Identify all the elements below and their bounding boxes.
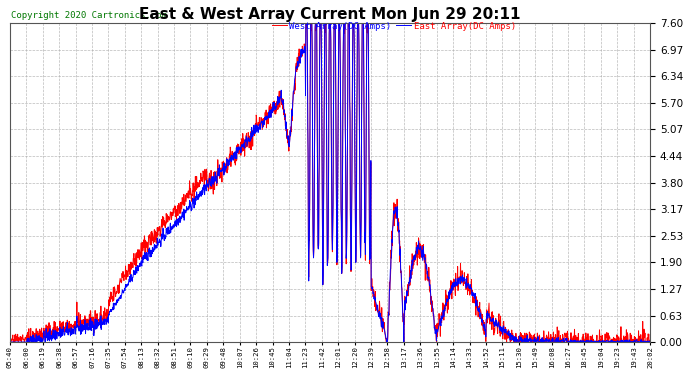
West Array(DC Amps) [302,21,311,26]
West Array(DC Amps) [628,338,636,343]
Line: West Array(DC Amps): West Array(DC Amps) [10,23,650,342]
West Array(DC Amps) [39,331,47,335]
East Array(DC Amps) [300,44,308,48]
Line: East Array(DC Amps): East Array(DC Amps) [10,23,650,342]
West Array(DC Amps) [646,338,654,342]
East Array(DC Amps) [511,340,519,344]
East Array(DC Amps) [18,340,26,344]
East Array(DC Amps) [628,339,636,344]
West Array(DC Amps) [382,340,391,344]
West Array(DC Amps) [317,67,326,72]
West Array(DC Amps) [628,339,636,344]
West Array(DC Amps) [511,339,519,344]
Title: East & West Array Current Mon Jun 29 20:11: East & West Array Current Mon Jun 29 20:… [139,7,521,22]
East Array(DC Amps) [628,339,636,344]
Legend: West Array(DC Amps), East Array(DC Amps): West Array(DC Amps), East Array(DC Amps) [272,22,516,31]
East Array(DC Amps) [39,338,47,343]
West Array(DC Amps) [6,339,14,344]
East Array(DC Amps) [646,339,654,344]
Text: Copyright 2020 Cartronics.com: Copyright 2020 Cartronics.com [11,11,167,20]
East Array(DC Amps) [317,123,326,127]
East Array(DC Amps) [6,340,14,344]
East Array(DC Amps) [302,21,310,26]
West Array(DC Amps) [300,42,308,46]
